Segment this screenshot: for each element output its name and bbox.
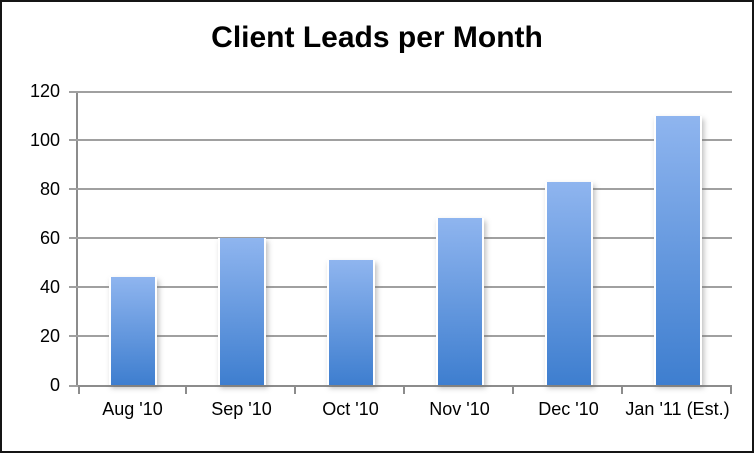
gridline-y-120 — [69, 91, 732, 93]
gridline-y-60 — [69, 237, 732, 239]
chart-title: Client Leads per Month — [211, 21, 543, 54]
gridline-y-100 — [69, 139, 732, 141]
x-axis-label-3: Oct '10 — [322, 399, 379, 419]
y-axis-tick-zero — [69, 385, 78, 387]
x-axis-tick-mark — [78, 385, 80, 394]
y-axis-tick-label-20: 20 — [39, 326, 60, 346]
y-axis-tick-label-120: 120 — [29, 81, 60, 101]
y-axis-tick-label-0: 0 — [49, 375, 60, 395]
y-axis-tick-label-40: 40 — [39, 277, 60, 297]
bar-jan-11-est- — [653, 115, 702, 385]
y-axis-tick-label-80: 80 — [39, 179, 60, 199]
gridline-y-20 — [69, 335, 732, 337]
y-axis-tick-label-100: 100 — [29, 130, 60, 150]
x-axis-label-6: Jan '11 (Est.) — [625, 399, 730, 419]
bar-oct-10 — [326, 260, 375, 385]
x-axis-tick-mark — [730, 385, 732, 394]
x-axis-tick-mark — [512, 385, 514, 394]
x-axis-label-2: Sep '10 — [211, 399, 272, 419]
plot-area: 0 20 40 60 80 100 120 Aug '10 Sep '10 Oct '10 Nov … — [30, 81, 732, 419]
x-axis-label-4: Nov '10 — [429, 399, 490, 419]
gridline-y-40 — [69, 286, 732, 288]
x-axis-tick-mark — [621, 385, 623, 394]
x-axis-tick-mark — [185, 385, 187, 394]
gridline-y-80 — [69, 188, 732, 190]
bar-aug-10 — [108, 277, 157, 385]
bar-dec-10 — [544, 181, 593, 385]
y-axis-tick-label-60: 60 — [39, 228, 60, 248]
x-axis-label-1: Aug '10 — [102, 399, 163, 419]
bar-sep-10 — [217, 238, 266, 385]
x-axis-tick-mark — [294, 385, 296, 394]
bar-nov-10 — [435, 218, 484, 385]
x-axis-label-5: Dec '10 — [538, 399, 599, 419]
x-axis-tick-mark — [403, 385, 405, 394]
